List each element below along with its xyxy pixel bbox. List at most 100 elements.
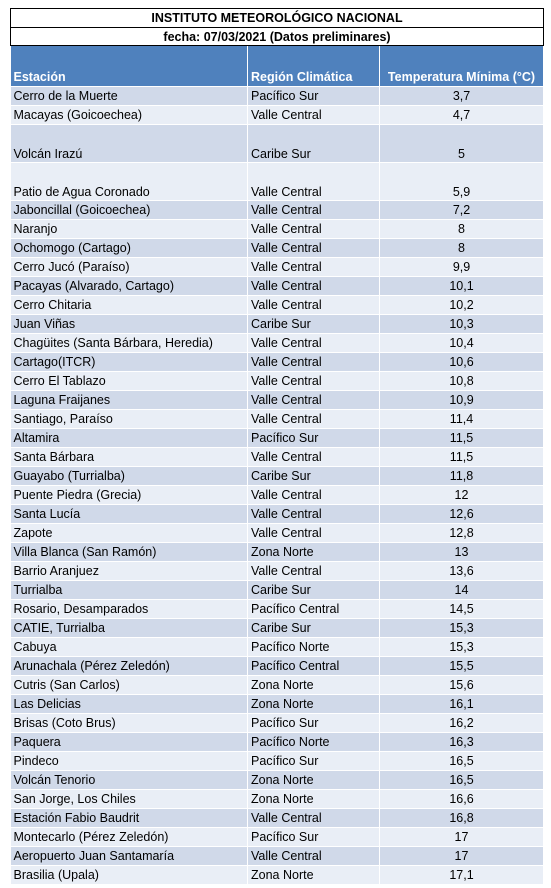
table-row: Jaboncillal (Goicoechea) Valle Central 7,2 bbox=[10, 200, 545, 220]
temperature-cell: 16,2 bbox=[379, 713, 545, 733]
region-cell: Caribe Sur bbox=[247, 618, 380, 638]
table-row: Chagüites (Santa Bárbara, Heredia) Valle … bbox=[10, 333, 545, 353]
temperature-cell: 16,5 bbox=[379, 770, 545, 790]
station-cell: Zapote bbox=[10, 523, 248, 543]
region-cell: Pacífico Sur bbox=[247, 713, 380, 733]
station-cell: Cartago(ITCR) bbox=[10, 352, 248, 372]
table-row: Macayas (Goicoechea) Valle Central 4,7 bbox=[10, 105, 545, 125]
region-cell: Valle Central bbox=[247, 333, 380, 353]
station-cell: Cerro El Tablazo bbox=[10, 371, 248, 391]
station-cell: Rosario, Desamparados bbox=[10, 599, 248, 619]
region-cell: Valle Central bbox=[247, 390, 380, 410]
station-cell: Las Delicias bbox=[10, 694, 248, 714]
temperature-cell: 15,3 bbox=[379, 637, 545, 657]
region-cell: Valle Central bbox=[247, 162, 380, 201]
table-row: Cerro de la Muerte Pacífico Sur 3,7 bbox=[10, 86, 545, 106]
station-cell: Volcán Tenorio bbox=[10, 770, 248, 790]
region-cell: Valle Central bbox=[247, 200, 380, 220]
station-cell: Juan Viñas bbox=[10, 314, 248, 334]
station-cell: Jaboncillal (Goicoechea) bbox=[10, 200, 248, 220]
region-cell: Valle Central bbox=[247, 276, 380, 296]
table-row: Volcán Irazú Caribe Sur 5 bbox=[10, 124, 545, 163]
temperature-cell: 16,6 bbox=[379, 789, 545, 809]
temperature-cell: 5,9 bbox=[379, 162, 545, 201]
table-row: Zapote Valle Central 12,8 bbox=[10, 523, 545, 543]
temperature-cell: 14 bbox=[379, 580, 545, 600]
station-cell: Pindeco bbox=[10, 751, 248, 771]
region-cell: Pacífico Sur bbox=[247, 428, 380, 448]
temperature-cell: 13,6 bbox=[379, 561, 545, 581]
station-cell: Patio de Agua Coronado bbox=[10, 162, 248, 201]
temperature-table: INSTITUTO METEOROLÓGICO NACIONAL fecha: … bbox=[9, 8, 545, 884]
station-cell: Cerro Chitaria bbox=[10, 295, 248, 315]
temperature-cell: 15,5 bbox=[379, 656, 545, 676]
station-cell: Santa Lucía bbox=[10, 504, 248, 524]
region-cell: Valle Central bbox=[247, 219, 380, 239]
table-row: San Jorge, Los Chiles Zona Norte 16,6 bbox=[10, 789, 545, 809]
station-cell: Naranjo bbox=[10, 219, 248, 239]
temperature-cell: 16,1 bbox=[379, 694, 545, 714]
table-row: Cartago(ITCR) Valle Central 10,6 bbox=[10, 352, 545, 372]
region-cell: Caribe Sur bbox=[247, 466, 380, 486]
region-cell: Valle Central bbox=[247, 561, 380, 581]
temperature-cell: 8 bbox=[379, 219, 545, 239]
temperature-cell: 16,8 bbox=[379, 808, 545, 828]
region-cell: Valle Central bbox=[247, 352, 380, 372]
column-header-station: Estación bbox=[10, 45, 248, 87]
temperature-cell: 16,3 bbox=[379, 732, 545, 752]
column-header-temperature: Temperatura Mínima (°C) bbox=[379, 45, 545, 87]
temperature-cell: 11,5 bbox=[379, 428, 545, 448]
station-cell: Chagüites (Santa Bárbara, Heredia) bbox=[10, 333, 248, 353]
temperature-cell: 17 bbox=[379, 846, 545, 866]
table-row: Volcán Tenorio Zona Norte 16,5 bbox=[10, 770, 545, 790]
report-title: INSTITUTO METEOROLÓGICO NACIONAL bbox=[9, 8, 545, 28]
station-cell: Turrialba bbox=[10, 580, 248, 600]
region-cell: Valle Central bbox=[247, 808, 380, 828]
region-cell: Valle Central bbox=[247, 105, 380, 125]
station-cell: Villa Blanca (San Ramón) bbox=[10, 542, 248, 562]
region-cell: Valle Central bbox=[247, 257, 380, 277]
station-cell: Altamira bbox=[10, 428, 248, 448]
region-cell: Caribe Sur bbox=[247, 580, 380, 600]
station-cell: Laguna Fraijanes bbox=[10, 390, 248, 410]
report-date: fecha: 07/03/2021 (Datos preliminares) bbox=[9, 27, 545, 46]
temperature-report: INSTITUTO METEOROLÓGICO NACIONAL fecha: … bbox=[9, 8, 545, 884]
table-row: Cabuya Pacífico Norte 15,3 bbox=[10, 637, 545, 657]
station-cell: Cutris (San Carlos) bbox=[10, 675, 248, 695]
station-cell: Ochomogo (Cartago) bbox=[10, 238, 248, 258]
table-row: Pacayas (Alvarado, Cartago) Valle Central… bbox=[10, 276, 545, 296]
region-cell: Pacífico Sur bbox=[247, 86, 380, 106]
region-cell: Valle Central bbox=[247, 846, 380, 866]
region-cell: Zona Norte bbox=[247, 542, 380, 562]
temperature-cell: 17,1 bbox=[379, 865, 545, 884]
table-row: Cerro Jucó (Paraíso) Valle Central 9,9 bbox=[10, 257, 545, 277]
region-cell: Valle Central bbox=[247, 295, 380, 315]
temperature-cell: 10,4 bbox=[379, 333, 545, 353]
station-cell: Puente Piedra (Grecia) bbox=[10, 485, 248, 505]
table-row: Guayabo (Turrialba) Caribe Sur 11,8 bbox=[10, 466, 545, 486]
region-cell: Pacífico Norte bbox=[247, 637, 380, 657]
table-row: Villa Blanca (San Ramón) Zona Norte 13 bbox=[10, 542, 545, 562]
region-cell: Caribe Sur bbox=[247, 124, 380, 163]
title-row: INSTITUTO METEOROLÓGICO NACIONAL bbox=[9, 8, 545, 28]
region-cell: Valle Central bbox=[247, 238, 380, 258]
temperature-cell: 14,5 bbox=[379, 599, 545, 619]
table-row: Naranjo Valle Central 8 bbox=[10, 219, 545, 239]
table-row: Arunachala (Pérez Zeledón) Pacífico Centr… bbox=[10, 656, 545, 676]
table-row: Juan Viñas Caribe Sur 10,3 bbox=[10, 314, 545, 334]
station-cell: Arunachala (Pérez Zeledón) bbox=[10, 656, 248, 676]
temperature-cell: 10,2 bbox=[379, 295, 545, 315]
table-row: Aeropuerto Juan Santamaría Valle Central 1… bbox=[10, 846, 545, 866]
temperature-cell: 9,9 bbox=[379, 257, 545, 277]
temperature-cell: 10,9 bbox=[379, 390, 545, 410]
region-cell: Valle Central bbox=[247, 504, 380, 524]
table-row: Las Delicias Zona Norte 16,1 bbox=[10, 694, 545, 714]
table-row: Cutris (San Carlos) Zona Norte 15,6 bbox=[10, 675, 545, 695]
table-row: Estación Fabio Baudrit Valle Central 16,8 bbox=[10, 808, 545, 828]
temperature-cell: 11,5 bbox=[379, 447, 545, 467]
temperature-cell: 10,8 bbox=[379, 371, 545, 391]
table-row: Brasilia (Upala) Zona Norte 17,1 bbox=[10, 865, 545, 884]
temperature-cell: 10,6 bbox=[379, 352, 545, 372]
temperature-cell: 5 bbox=[379, 124, 545, 163]
table-row: Brisas (Coto Brus) Pacífico Sur 16,2 bbox=[10, 713, 545, 733]
